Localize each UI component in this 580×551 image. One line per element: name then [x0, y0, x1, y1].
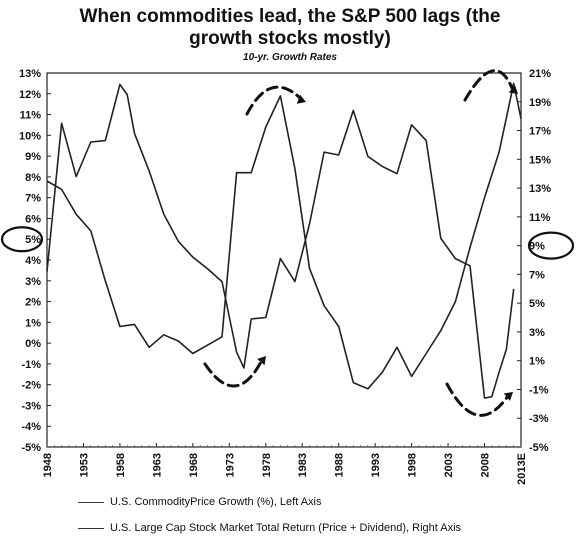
legend-swatch-commodity: [78, 501, 104, 503]
chart-title-line-2: growth stocks mostly): [189, 28, 391, 49]
legend-item-commodity: U.S. CommodityPrice Growth (%), Left Axi…: [78, 496, 322, 508]
right-axis-tick-label: -3%: [529, 413, 549, 425]
x-axis-tick-label: 1978: [261, 453, 273, 477]
x-axis-tick-label: 1968: [188, 453, 200, 477]
annotation-arrow-top-2012: [463, 69, 514, 102]
x-axis-tick-label: 1988: [334, 453, 346, 477]
left-axis-tick-label: 0%: [25, 338, 41, 350]
right-axis-tick-label: 9%: [529, 241, 545, 253]
right-axis-tick-label: 15%: [529, 154, 551, 166]
right-axis-tick-label: 19%: [529, 97, 551, 109]
left-axis-tick-label: 13%: [19, 68, 41, 80]
left-axis-tick-label: -3%: [21, 400, 41, 412]
right-axis-tick-label: 1%: [529, 356, 545, 368]
right-axis-tick-label: 17%: [529, 126, 551, 138]
left-axis-tick-label: 3%: [25, 276, 41, 288]
x-axis-tick-label: 1953: [78, 453, 90, 477]
x-axis-tick-label: 2013E: [516, 453, 528, 485]
left-axis-tick-label: 7%: [25, 193, 41, 205]
chart-title: When commodities lead, the S&P 500 lags …: [0, 6, 580, 50]
left-axis-tick-label: 12%: [19, 89, 41, 101]
right-axis-tick-label: -1%: [529, 384, 549, 396]
left-axis-tick-label: 4%: [25, 255, 41, 267]
chart-title-line-1: When commodities lead, the S&P 500 lags …: [79, 6, 501, 27]
left-axis-tick-label: 6%: [25, 213, 41, 225]
left-axis-tick-label: 10%: [19, 130, 41, 142]
chart-subtitle: 10-yr. Growth Rates: [243, 52, 337, 63]
right-axis-tick-label: 13%: [529, 183, 551, 195]
x-axis-tick-label: 1993: [370, 453, 382, 477]
left-axis-tick-label: 9%: [25, 151, 41, 163]
highlight-circle-right: [527, 231, 575, 260]
x-axis-tick-label: 1973: [224, 453, 236, 477]
left-axis-tick-label: 8%: [25, 172, 41, 184]
stock-return-line: [46, 83, 515, 399]
legend-item-stock: U.S. Large Cap Stock Market Total Return…: [78, 522, 461, 534]
left-axis-tick-label: -1%: [21, 359, 41, 371]
legend-label-stock: U.S. Large Cap Stock Market Total Return…: [110, 522, 462, 534]
right-axis-tick-label: -5%: [529, 442, 549, 454]
right-axis-tick-label: 11%: [529, 212, 551, 224]
left-axis-tick-label: 5%: [25, 234, 41, 246]
x-axis-tick-label: 1998: [407, 453, 419, 477]
left-axis-tick-label: 2%: [25, 297, 41, 309]
plot-area-frame: [46, 72, 522, 448]
x-axis-tick-label: 1958: [115, 453, 127, 477]
highlight-circle-left: [0, 226, 44, 253]
left-axis-tick-label: -4%: [21, 421, 41, 433]
x-axis-tick-label: 2003: [443, 453, 455, 477]
annotation-arrow-bottom-2009-head: [503, 392, 513, 401]
x-axis-tick-label: 1983: [297, 453, 309, 477]
left-axis-tick-label: 11%: [20, 110, 42, 122]
legend-label-commodity: U.S. CommodityPrice Growth (%), Left Axi…: [110, 496, 322, 508]
annotation-arrow-bottom-1976-head: [257, 356, 266, 366]
right-axis-tick-label: 5%: [529, 298, 545, 310]
annotation-arrow-top-1980: [245, 85, 302, 116]
annotation-arrow-bottom-2009: [445, 382, 510, 417]
right-axis-tick-label: 7%: [529, 269, 545, 281]
left-axis-tick-label: -5%: [21, 442, 41, 454]
annotation-arrow-top-2012-head: [508, 85, 518, 94]
x-axis-tick-label: 1948: [42, 453, 54, 477]
x-axis-tick-label: 2008: [480, 453, 492, 477]
commodity-growth-line: [46, 82, 522, 390]
x-axis-tick-label: 1963: [151, 453, 163, 477]
left-axis-tick-label: 1%: [25, 317, 41, 329]
annotation-arrow-top-1980-head: [296, 94, 306, 104]
annotation-arrow-bottom-1976: [203, 358, 264, 388]
right-axis-tick-label: 21%: [529, 68, 551, 80]
legend-swatch-stock: [78, 527, 104, 529]
left-axis-tick-label: -2%: [21, 380, 41, 392]
right-axis-tick-label: 3%: [529, 327, 545, 339]
